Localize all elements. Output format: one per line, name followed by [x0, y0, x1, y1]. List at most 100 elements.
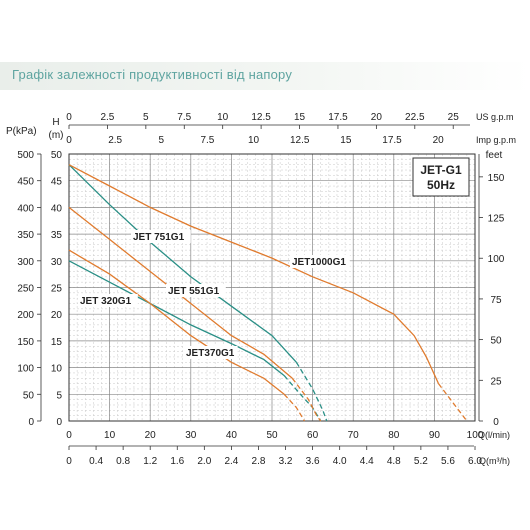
pressure-tick-label: 350	[17, 230, 34, 241]
head-axis-label: (m)	[49, 130, 64, 141]
flow-lmin-tick-label: 60	[307, 430, 319, 441]
series-label: JET 320G1	[80, 296, 132, 307]
flow-m3h-tick-label: 4.8	[387, 456, 401, 467]
imp-gpm-tick-label: 5	[159, 135, 165, 146]
flow-lmin-tick-label: 30	[185, 430, 197, 441]
pressure-tick-label: 0	[28, 417, 34, 428]
head-tick-label: 25	[51, 284, 63, 295]
head-tick-label: 0	[56, 417, 62, 428]
legend-model: JET-G1	[420, 163, 462, 177]
curve-jet370g1-dashed	[283, 393, 306, 422]
flow-m3h-tick-label: 1.2	[143, 456, 157, 467]
imp-gpm-axis-label: Imp g.p.m	[476, 135, 516, 145]
imp-gpm-tick-label: 20	[433, 135, 445, 146]
flow-m3h-tick-label: 5.2	[414, 456, 428, 467]
flow-m3h-tick-label: 1.6	[170, 456, 184, 467]
flow-lmin-tick-label: 50	[266, 430, 278, 441]
flow-lmin-tick-label: 10	[104, 430, 116, 441]
flow-m3h-tick-label: 5.6	[441, 456, 455, 467]
curve-jet1000g1-dashed	[437, 383, 468, 422]
head-tick-label: 5	[56, 390, 62, 401]
head-tick-label: 20	[51, 310, 63, 321]
flow-lmin-tick-label: 100	[467, 430, 484, 441]
series-label-bg	[131, 230, 191, 243]
feet-tick-label: 25	[490, 376, 502, 387]
pressure-tick-label: 450	[17, 177, 34, 188]
legend-frequency: 50Hz	[427, 178, 455, 192]
flow-lmin-tick-label: 0	[66, 430, 72, 441]
us-gpm-tick-label: 12.5	[251, 112, 271, 123]
curve-jet-551g1-dashed	[291, 377, 322, 422]
us-gpm-tick-label: 7.5	[177, 112, 191, 123]
imp-gpm-tick-label: 2.5	[108, 135, 122, 146]
series-label: JET 751G1	[133, 232, 185, 243]
imp-gpm-tick-label: 10	[248, 135, 260, 146]
plot-frame	[68, 153, 476, 422]
flow-lmin-tick-label: 70	[348, 430, 360, 441]
head-axis-label-top: H	[52, 117, 59, 128]
us-gpm-tick-label: 10	[217, 112, 229, 123]
pressure-tick-label: 500	[17, 150, 34, 161]
series-label: JET370G1	[186, 348, 235, 359]
pressure-tick-label: 250	[17, 284, 34, 295]
flow-m3h-tick-label: 0	[66, 456, 72, 467]
imp-gpm-tick-label: 17.5	[382, 135, 402, 146]
imp-gpm-tick-label: 0	[66, 135, 72, 146]
flow-lmin-tick-label: 90	[429, 430, 441, 441]
imp-gpm-tick-label: 7.5	[200, 135, 214, 146]
series-label: JET1000G1	[292, 257, 346, 268]
head-tick-label: 45	[51, 177, 63, 188]
flow-lmin-tick-label: 80	[388, 430, 400, 441]
curve-jet-751g1	[68, 164, 297, 363]
head-tick-label: 15	[51, 337, 63, 348]
us-gpm-tick-label: 17.5	[328, 112, 348, 123]
flow-m3h-tick-label: 4.4	[360, 456, 374, 467]
feet-tick-label: 50	[490, 336, 502, 347]
series-label: JET 551G1	[168, 286, 220, 297]
series-label-bg	[78, 294, 138, 307]
flow-m3h-tick-label: 6.0	[468, 456, 482, 467]
legend-box	[412, 157, 470, 197]
pressure-tick-label: 100	[17, 364, 34, 375]
series-label-bg	[166, 284, 226, 297]
us-gpm-tick-label: 22.5	[405, 112, 425, 123]
curve-jet-320g1	[68, 260, 285, 377]
flow-lmin-axis-label: Q(l/min)	[478, 430, 510, 440]
head-tick-label: 30	[51, 257, 63, 268]
us-gpm-axis-label: US g.p.m	[476, 112, 514, 122]
curve-jet-751g1-dashed	[295, 361, 328, 422]
flow-m3h-tick-label: 0.8	[116, 456, 130, 467]
flow-m3h-tick-label: 3.6	[306, 456, 320, 467]
head-tick-label: 10	[51, 364, 63, 375]
feet-tick-label: 150	[488, 173, 505, 184]
pressure-axis-label: P(kPa)	[6, 126, 37, 137]
feet-axis-label: feet	[486, 150, 503, 161]
feet-tick-label: 0	[493, 417, 499, 428]
series-label-bg	[290, 255, 350, 268]
curve-jet-551g1	[68, 206, 293, 379]
us-gpm-tick-label: 0	[66, 112, 72, 123]
pressure-tick-label: 300	[17, 257, 34, 268]
feet-tick-label: 75	[490, 295, 502, 306]
pressure-tick-label: 200	[17, 310, 34, 321]
flow-lmin-tick-label: 40	[226, 430, 238, 441]
feet-tick-label: 100	[488, 254, 505, 265]
us-gpm-tick-label: 20	[371, 112, 383, 123]
us-gpm-tick-label: 2.5	[100, 112, 114, 123]
head-tick-label: 40	[51, 203, 63, 214]
flow-m3h-tick-label: 4.0	[333, 456, 347, 467]
us-gpm-tick-label: 15	[294, 112, 306, 123]
head-tick-label: 35	[51, 230, 63, 241]
us-gpm-tick-label: 25	[448, 112, 460, 123]
title-banner: Графік залежності продуктивності від нап…	[0, 62, 530, 90]
pressure-tick-label: 50	[23, 390, 35, 401]
imp-gpm-tick-label: 15	[340, 135, 352, 146]
us-gpm-tick-label: 5	[143, 112, 149, 123]
pressure-tick-label: 400	[17, 203, 34, 214]
flow-m3h-tick-label: 2.0	[197, 456, 211, 467]
curve-jet370g1	[68, 249, 285, 395]
pressure-tick-label: 150	[17, 337, 34, 348]
flow-m3h-tick-label: 0.4	[89, 456, 103, 467]
flow-m3h-tick-label: 2.8	[252, 456, 266, 467]
